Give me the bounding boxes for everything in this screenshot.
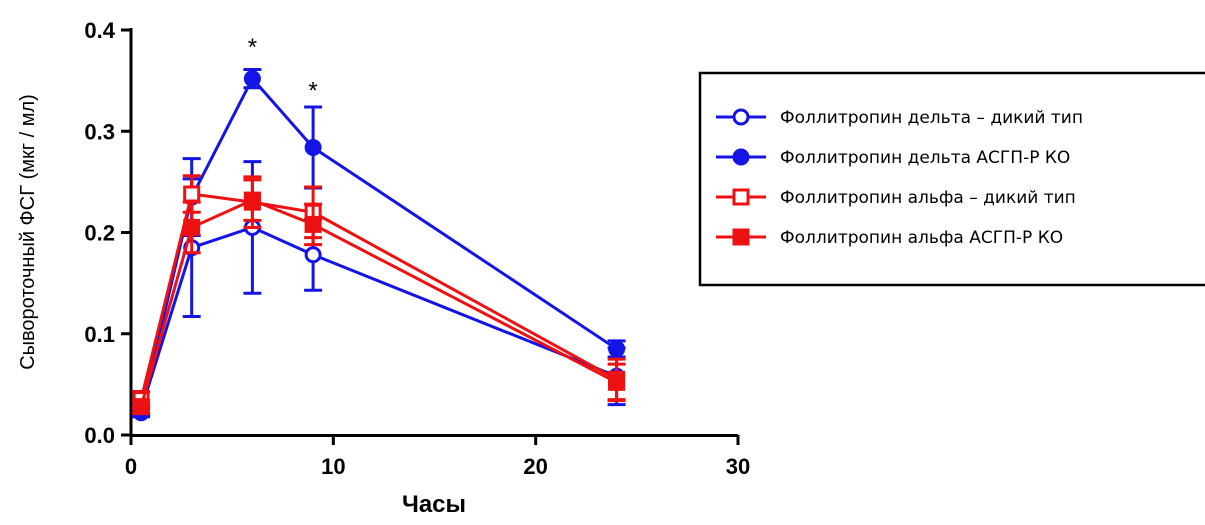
x-tick-label: 0: [125, 454, 137, 479]
data-point: [183, 218, 201, 236]
x-tick-label: 30: [726, 454, 750, 479]
series-line: [139, 225, 618, 411]
series-line: [139, 192, 618, 400]
data-point: [243, 70, 261, 88]
significance-marker: *: [308, 78, 317, 105]
y-tick-label: 0.0: [84, 423, 115, 448]
data-point: [608, 340, 626, 358]
series-line: [139, 77, 618, 414]
data-point: [304, 138, 322, 156]
data-point: [183, 185, 201, 203]
x-tick-label: 10: [321, 454, 345, 479]
legend-label: Фоллитропин дельта – дикий тип: [780, 108, 1083, 128]
legend-item: Фоллитропин альфа АСГП-Р КО: [716, 228, 1063, 248]
annotations: **: [248, 34, 318, 105]
data-point: [304, 246, 322, 264]
y-tick-label: 0.3: [84, 119, 115, 144]
plot-area: [132, 67, 626, 422]
legend-marker: [732, 148, 750, 166]
y-tick-label: 0.4: [84, 18, 115, 43]
x-tick-label: 20: [523, 454, 547, 479]
ticks: 0.0 0.1 0.2 0.3 0.4 0 10 20 30: [84, 18, 750, 479]
series-1: [132, 67, 626, 422]
data-point: [304, 215, 322, 233]
legend: Фоллитропин дельта – дикий тип Фоллитропи…: [698, 71, 1205, 287]
legend-box: [698, 71, 1205, 287]
legend-item: Фоллитропин альфа – дикий тип: [716, 188, 1076, 208]
legend-label: Фоллитропин альфа – дикий тип: [780, 188, 1076, 208]
x-axis-title: Часы: [402, 491, 466, 518]
legend-marker: [732, 108, 750, 126]
y-axis-title: Сывороточный ФСГ (мкг / мл): [17, 94, 39, 370]
legend-marker: [732, 228, 750, 246]
legend-marker: [732, 188, 750, 206]
y-tick-label: 0.1: [84, 322, 115, 347]
legend-item: Фоллитропин дельта – дикий тип: [716, 108, 1083, 128]
legend-label: Фоллитропин альфа АСГП-Р КО: [780, 228, 1063, 248]
data-point: [132, 398, 150, 416]
data-point: [608, 373, 626, 391]
data-point: [243, 191, 261, 209]
series-3: [132, 178, 626, 416]
y-tick-label: 0.2: [84, 221, 115, 246]
significance-marker: *: [248, 34, 257, 61]
series-2: [132, 174, 626, 410]
axes: 0.0 0.1 0.2 0.3 0.4 0 10 20 30: [84, 18, 750, 479]
legend-item: Фоллитропин дельта АСГП-Р КО: [716, 148, 1070, 168]
series-0: [132, 160, 626, 419]
legend-label: Фоллитропин дельта АСГП-Р КО: [780, 148, 1070, 168]
